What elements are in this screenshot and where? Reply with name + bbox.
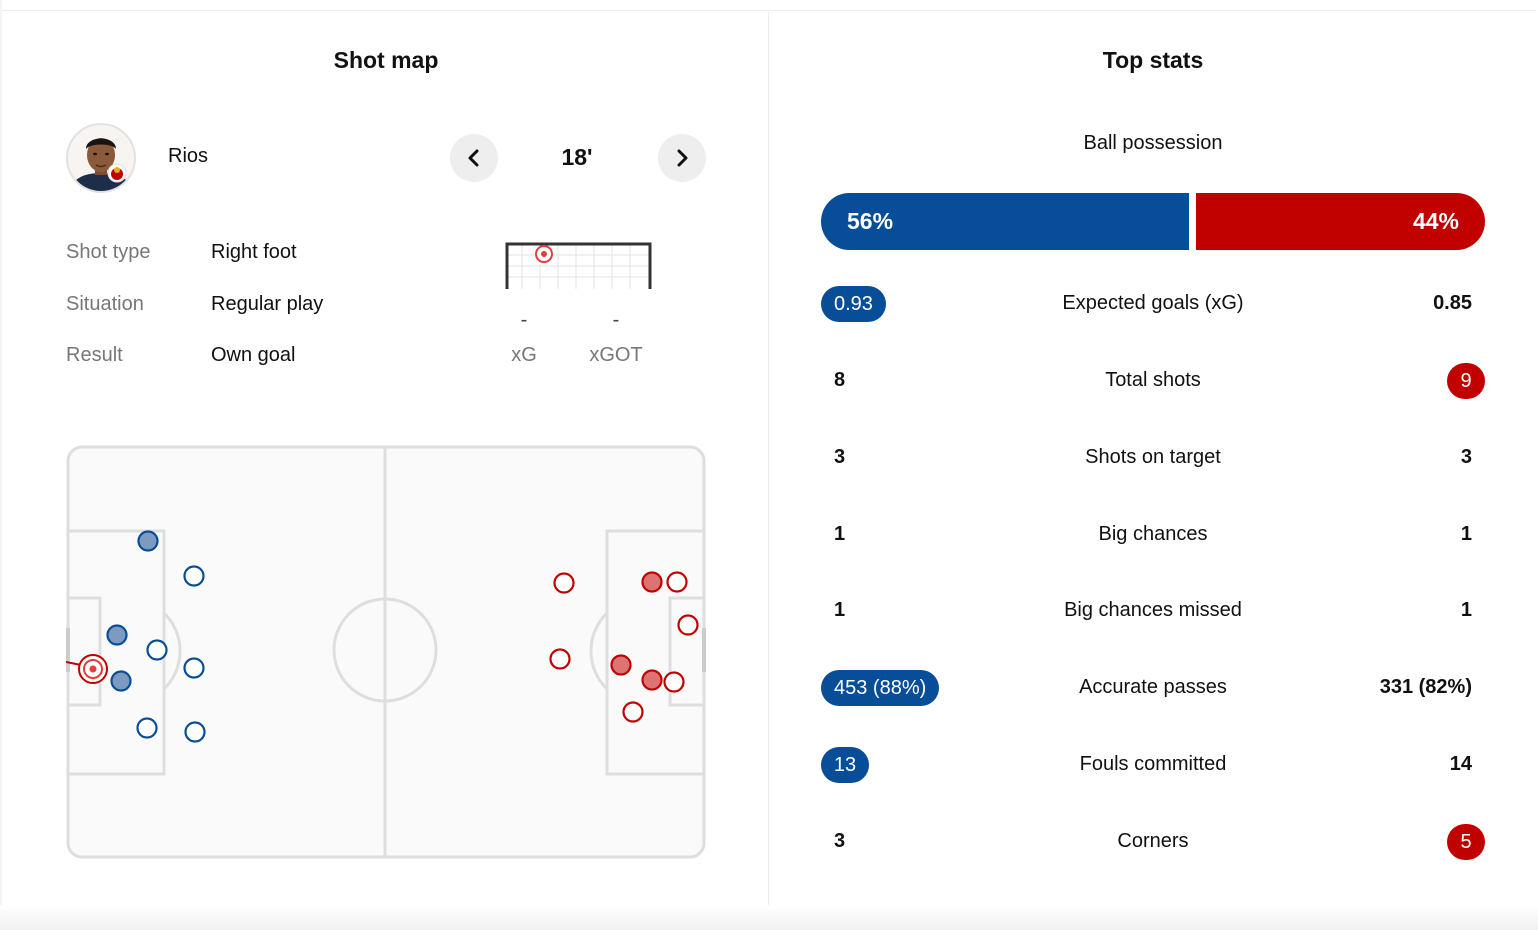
stat-row-xg: 0.93 Expected goals (xG) 0.85 <box>821 284 1485 324</box>
stat-away-value: 0.85 <box>1433 292 1472 314</box>
possession-away-value: 44% <box>1412 208 1459 234</box>
chevron-left-icon <box>468 149 479 167</box>
selected-own-goal-shot <box>65 654 108 684</box>
stat-home-value: 3 <box>834 446 846 468</box>
page-edge <box>0 0 2 930</box>
stat-away-value: 5 <box>1447 824 1485 860</box>
previous-shot-button[interactable] <box>450 134 498 182</box>
situation-label: Situation <box>66 293 144 315</box>
shot-marker <box>641 571 663 593</box>
stat-name: Accurate passes <box>1079 676 1227 698</box>
stat-row-accurate-passes: 453 (88%) Accurate passes 331 (82%) <box>821 668 1485 708</box>
shot-marker <box>666 571 688 593</box>
shot-marker <box>553 572 575 594</box>
panel-divider <box>768 12 769 930</box>
page-bottom-shadow <box>0 905 1538 930</box>
stat-name: Big chances missed <box>1064 599 1242 621</box>
shot-minute: 18' <box>561 144 593 170</box>
shot-marker <box>663 671 685 693</box>
shot-marker <box>641 669 663 691</box>
stat-name: Total shots <box>1105 369 1201 391</box>
shot-marker <box>184 721 206 743</box>
xg-value: - <box>520 309 528 331</box>
stat-home-value: 8 <box>834 369 846 391</box>
stat-row-big-chances-missed: 1 Big chances missed 1 <box>821 591 1485 631</box>
shot-marker <box>106 624 128 646</box>
stat-home-value: 453 (88%) <box>821 670 940 706</box>
home-shots <box>106 530 206 743</box>
stat-home-value: 1 <box>834 599 846 621</box>
stat-row-big-chances: 1 Big chances 1 <box>821 515 1485 555</box>
possession-label: Ball possession <box>1083 132 1223 154</box>
player-avatar-icon[interactable] <box>66 123 136 193</box>
stat-home-value: 13 <box>821 747 869 783</box>
shot-marker <box>137 530 159 552</box>
next-shot-button[interactable] <box>658 134 706 182</box>
possession-home-value: 56% <box>847 208 894 234</box>
pitch-diagram <box>65 445 708 866</box>
stat-row-corners: 3 Corners 5 <box>821 822 1485 862</box>
situation-value: Regular play <box>211 293 324 315</box>
stat-name: Expected goals (xG) <box>1062 292 1244 314</box>
shot-marker <box>183 657 205 679</box>
stat-name: Big chances <box>1098 523 1208 545</box>
stat-away-value: 3 <box>1460 446 1472 468</box>
stat-home-value: 1 <box>834 523 846 545</box>
shot-marker <box>136 717 158 739</box>
shot-type-value: Right foot <box>211 241 297 263</box>
stat-home-value: 3 <box>834 830 846 852</box>
possession-home-bar: 56% <box>821 193 1189 250</box>
shot-marker <box>146 639 168 661</box>
shot-map-title: Shot map <box>333 47 439 73</box>
stat-away-value: 1 <box>1460 523 1472 545</box>
shot-type-label: Shot type <box>66 241 151 263</box>
stat-name: Corners <box>1117 830 1189 852</box>
chevron-right-icon <box>677 149 688 167</box>
shot-marker <box>183 565 205 587</box>
ball-icon <box>535 245 553 263</box>
stat-home-value: 0.93 <box>821 286 886 322</box>
stat-row-total-shots: 8 Total shots 9 <box>821 361 1485 401</box>
stat-name: Shots on target <box>1085 446 1221 468</box>
result-value: Own goal <box>211 344 296 366</box>
stat-name: Fouls committed <box>1079 753 1227 775</box>
stat-row-fouls: 13 Fouls committed 14 <box>821 745 1485 785</box>
shot-marker <box>677 614 699 636</box>
possession-away-bar: 44% <box>1196 193 1485 250</box>
top-stats-title: Top stats <box>1102 47 1204 73</box>
goal-frame-diagram <box>504 241 654 298</box>
xgot-label: xGOT <box>589 344 643 366</box>
stat-away-value: 1 <box>1460 599 1472 621</box>
xgot-value: - <box>612 309 620 331</box>
shot-marker <box>610 654 632 676</box>
shot-marker <box>110 670 132 692</box>
shot-marker <box>622 701 644 723</box>
stat-away-value: 331 (82%) <box>1379 676 1472 698</box>
away-shots <box>549 571 699 723</box>
stat-away-value: 9 <box>1447 363 1485 399</box>
stat-row-shots-on-target: 3 Shots on target 3 <box>821 438 1485 478</box>
shot-marker <box>549 648 571 670</box>
player-name[interactable]: Rios <box>168 145 209 167</box>
result-label: Result <box>66 344 123 366</box>
xg-label: xG <box>511 344 537 366</box>
stat-away-value: 14 <box>1449 753 1472 775</box>
